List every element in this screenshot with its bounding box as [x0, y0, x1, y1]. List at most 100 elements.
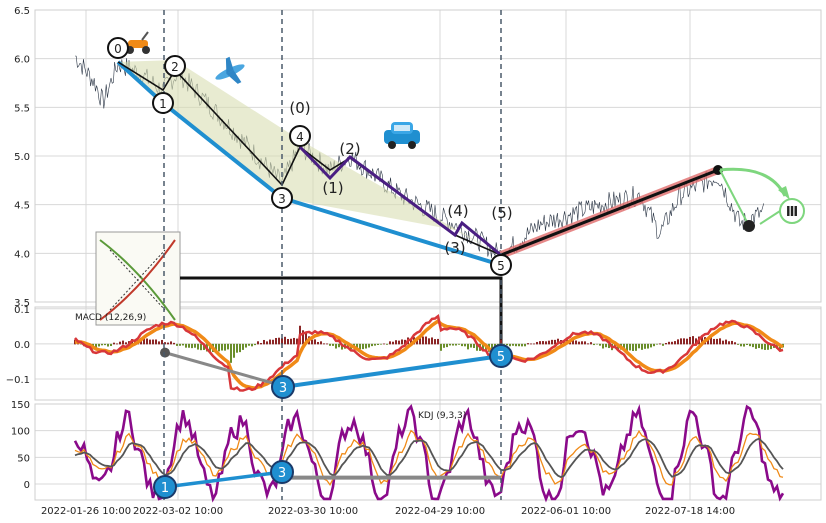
- macd-histogram-bar: [158, 341, 160, 345]
- macd-histogram-bar: [737, 343, 739, 345]
- wave-2-label: 2: [171, 60, 179, 74]
- macd-histogram-bar: [422, 336, 424, 345]
- macd-divergence-line: [282, 354, 502, 389]
- macd-histogram-bar: [446, 343, 448, 348]
- macd-histogram-bar: [383, 343, 385, 345]
- macd-histogram-bar: [725, 339, 727, 345]
- macd-histogram-bar: [98, 343, 100, 347]
- macd-histogram-bar: [392, 341, 394, 345]
- macd-histogram-bar: [593, 343, 595, 346]
- wave-2-circle: [164, 55, 186, 77]
- macd-histogram-bar: [146, 338, 148, 345]
- macd-histogram-bar: [443, 343, 445, 348]
- macd-signal-line: [74, 318, 784, 390]
- wave-4-label: 4: [296, 130, 304, 144]
- macd-histogram-bar: [506, 343, 508, 346]
- price-y-tick-label: 6.5: [14, 6, 30, 17]
- thumbnail-diagonals: [109, 249, 166, 311]
- macd-histogram-bar: [227, 343, 229, 350]
- macd-histogram-bar: [530, 343, 532, 345]
- macd-histogram-bar: [281, 338, 283, 345]
- macd-histogram-bar: [197, 343, 199, 350]
- macd-histogram-bar: [578, 341, 580, 345]
- uptrend-black: [500, 168, 719, 257]
- macd-histogram-bar: [650, 343, 652, 348]
- macd-histogram-bar: [155, 339, 157, 345]
- scooter-icon: [126, 31, 150, 54]
- macd-histogram-bar: [665, 342, 667, 345]
- macd-histogram-bar: [341, 343, 343, 350]
- macd-histogram-bar: [317, 341, 319, 345]
- macd-histogram-bar: [524, 343, 526, 347]
- macd-histogram-bar: [164, 342, 166, 345]
- macd-histogram-bar: [662, 343, 664, 346]
- macd-title: MACD (12,26,9): [75, 313, 146, 323]
- macd-histogram-bar: [575, 340, 577, 345]
- wave-0-label: 0: [114, 42, 122, 56]
- macd-histogram-bar: [440, 343, 442, 351]
- macd-histogram-bar: [677, 339, 679, 345]
- scooter-body: [128, 40, 148, 48]
- x-tick-label: 2022-03-02 10:00: [133, 506, 223, 517]
- macd-histogram-bar: [527, 343, 529, 345]
- macd-histogram-bar: [554, 339, 556, 345]
- macd-histogram-bar: [200, 343, 202, 351]
- thumbnail-curve: [99, 239, 176, 321]
- macd-histogram-bar: [152, 339, 154, 345]
- macd-histogram-bar: [734, 342, 736, 345]
- macd-histogram-bar: [284, 336, 286, 345]
- macd-histogram-bar: [710, 337, 712, 345]
- macd-histogram-bar: [551, 339, 553, 345]
- macd-histogram-bar: [755, 343, 757, 349]
- subwave-1-label: (1): [322, 179, 343, 197]
- macd-histogram-bar: [761, 343, 763, 350]
- macd-histogram-bar: [683, 338, 685, 345]
- macd-histogram-bar: [332, 343, 334, 346]
- wave-labels: 0 1 2 3 4 5 (0) (1) (2) (3) (4) (5) Ⅲ: [107, 37, 805, 276]
- macd-histogram-bar: [338, 343, 340, 348]
- macd-histogram-bar: [731, 340, 733, 345]
- macd-histogram-bar: [449, 343, 451, 346]
- macd-histogram-bar: [311, 339, 313, 345]
- macd-histogram-bar: [194, 343, 196, 348]
- macd-histogram-bar: [674, 341, 676, 345]
- macd-histogram-bar: [221, 343, 223, 351]
- price-panel-frame: [34, 9, 822, 303]
- macd-histogram-bar: [176, 343, 178, 346]
- macd-histogram-bar: [671, 341, 673, 345]
- macd-histogram-bar: [599, 343, 601, 346]
- macd-histogram-bar: [641, 343, 643, 350]
- macd-histogram-bar: [749, 343, 751, 347]
- subwave-2-label: (2): [339, 140, 360, 158]
- wave-3-label: 3: [278, 192, 286, 206]
- macd-histogram-bar: [473, 343, 475, 348]
- wave-5-label: 5: [497, 259, 505, 273]
- macd-histogram-bar: [626, 343, 628, 352]
- macd-histogram-bar: [740, 343, 742, 347]
- macd-histogram-bar: [80, 343, 82, 345]
- macd-histogram-bar: [707, 338, 709, 345]
- diamond-pattern-thumbnail: [95, 231, 181, 326]
- macd-histogram-bar: [656, 343, 658, 345]
- airplane-wing: [225, 56, 234, 74]
- thumbnail-curve: [99, 239, 176, 321]
- macd-histogram-bar: [287, 339, 289, 345]
- macd-histogram-bar: [476, 343, 478, 351]
- macd-histogram-bar: [689, 336, 691, 345]
- macd-histogram-bar: [545, 341, 547, 345]
- kdj-panel: [73, 404, 785, 503]
- macd-histogram-bar: [362, 343, 364, 350]
- macd-histogram-bar: [500, 339, 502, 345]
- macd-histogram-bar: [461, 343, 463, 347]
- macd-histogram-bar: [218, 343, 220, 352]
- airplane-wing: [226, 70, 242, 84]
- wave-sub-purple: [298, 145, 502, 257]
- roman-three-icon: [779, 198, 805, 224]
- macd-histogram-bar: [230, 343, 232, 363]
- macd-histogram-bar: [95, 343, 97, 349]
- macd-histogram-bar: [668, 341, 670, 345]
- macd-line: [74, 314, 784, 392]
- kdj-y-tick-label: 50: [17, 453, 30, 464]
